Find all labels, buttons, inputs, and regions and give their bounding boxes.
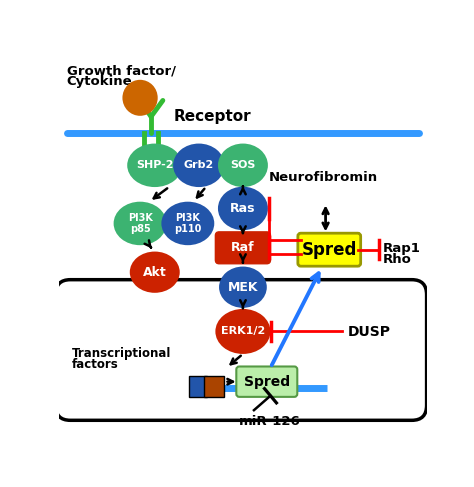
Text: SOS: SOS — [230, 160, 255, 170]
Text: Spred: Spred — [244, 375, 290, 389]
Ellipse shape — [173, 144, 225, 187]
Text: PI3K
p85: PI3K p85 — [128, 213, 153, 234]
Text: Receptor: Receptor — [173, 109, 251, 124]
Ellipse shape — [218, 144, 268, 187]
Ellipse shape — [114, 202, 166, 245]
Circle shape — [122, 80, 158, 116]
Text: Rap1: Rap1 — [383, 242, 420, 255]
Text: Growth factor/: Growth factor/ — [66, 64, 175, 77]
Text: SHP-2: SHP-2 — [136, 160, 173, 170]
Text: Rho: Rho — [383, 253, 411, 266]
Text: Akt: Akt — [143, 266, 167, 279]
Ellipse shape — [130, 252, 180, 293]
Text: Raf: Raf — [231, 242, 255, 254]
FancyBboxPatch shape — [189, 375, 207, 397]
Text: Cytokine: Cytokine — [66, 75, 132, 88]
Ellipse shape — [215, 309, 271, 354]
Text: Grb2: Grb2 — [184, 160, 214, 170]
FancyBboxPatch shape — [237, 367, 297, 397]
Text: MEK: MEK — [228, 281, 258, 294]
Ellipse shape — [161, 202, 214, 245]
Text: PI3K
p110: PI3K p110 — [174, 213, 201, 234]
Text: miR-126: miR-126 — [239, 415, 301, 428]
FancyBboxPatch shape — [215, 232, 271, 264]
Ellipse shape — [127, 144, 182, 187]
Ellipse shape — [219, 266, 267, 308]
FancyBboxPatch shape — [298, 233, 361, 266]
FancyBboxPatch shape — [204, 375, 224, 397]
Text: ERK1/2: ERK1/2 — [221, 326, 265, 337]
Text: Ras: Ras — [230, 202, 255, 215]
Text: factors: factors — [72, 358, 119, 372]
Text: DUSP: DUSP — [347, 325, 391, 338]
Text: Transcriptional: Transcriptional — [72, 347, 172, 360]
Text: Spred: Spred — [301, 241, 357, 259]
Text: Neurofibromin: Neurofibromin — [269, 171, 378, 184]
Ellipse shape — [218, 187, 268, 230]
